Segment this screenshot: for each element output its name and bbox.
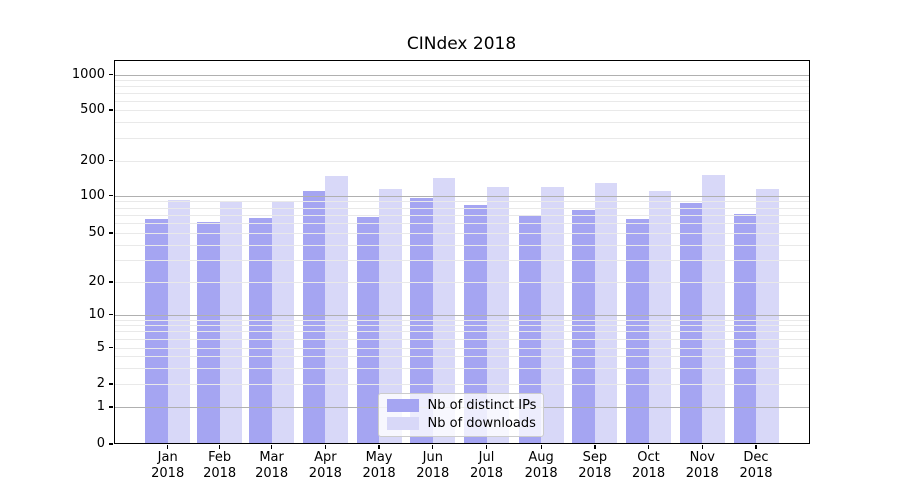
x-tick-mark-sep: [594, 445, 596, 449]
y-tick-mark-10: [109, 313, 113, 316]
x-tick-mark-nov: [701, 445, 703, 449]
x-tick-year: 2018: [203, 465, 237, 481]
y-tick-label-5: 5: [96, 339, 105, 355]
y-tick-label-1: 1: [96, 399, 105, 414]
x-tick-month: Dec: [743, 450, 769, 465]
x-tick-month: Jul: [478, 450, 495, 465]
y-tick-label-100: 100: [80, 187, 105, 203]
legend: Nb of distinct IPs Nb of downloads: [377, 392, 544, 437]
x-tick-year: 2018: [308, 465, 342, 481]
x-tick-month: Jan: [157, 450, 178, 465]
x-tick-month: Mar: [259, 450, 284, 465]
legend-label-downloads: Nb of downloads: [427, 416, 536, 431]
x-tick-mark-jun: [432, 445, 434, 449]
x-tick-label-jun: Jun 2018: [401, 450, 465, 481]
y-tick-mark-5: [109, 346, 113, 349]
x-tick-label-jan: Jan 2018: [136, 450, 200, 481]
x-tick-month: Jun: [422, 450, 443, 465]
x-tick-year: 2018: [632, 465, 666, 481]
x-tick-year: 2018: [416, 465, 450, 481]
x-tick-label-jul: Jul 2018: [455, 450, 519, 481]
x-tick-year: 2018: [739, 465, 773, 481]
plot-area: [113, 60, 810, 444]
x-tick-year: 2018: [685, 465, 719, 481]
x-tick-label-nov: Nov 2018: [670, 450, 734, 481]
y-tick-mark-500: [109, 109, 113, 111]
x-tick-label-mar: Mar 2018: [240, 450, 304, 481]
x-tick-label-dec: Dec 2018: [724, 450, 788, 481]
x-tick-label-may: May 2018: [347, 450, 411, 481]
x-tick-month: Aug: [528, 450, 554, 465]
y-tick-mark-1000: [109, 73, 113, 76]
y-tick-mark-50: [109, 232, 113, 234]
x-tick-label-aug: Aug 2018: [509, 450, 573, 481]
x-tick-month: Feb: [208, 450, 232, 465]
x-tick-label-apr: Apr 2018: [293, 450, 357, 481]
legend-row-downloads: Nb of downloads: [386, 416, 536, 432]
y-tick-label-200: 200: [80, 152, 105, 168]
x-tick-mark-oct: [647, 445, 650, 449]
y-tick-label-0: 0: [96, 436, 105, 451]
x-tick-year: 2018: [578, 465, 612, 481]
y-tick-label-500: 500: [80, 102, 105, 117]
y-tick-label-1000: 1000: [71, 66, 105, 82]
x-tick-year: 2018: [524, 465, 558, 481]
y-tick-mark-100: [109, 195, 113, 197]
x-tick-mark-jul: [485, 445, 488, 449]
x-tick-month: Oct: [637, 450, 660, 465]
legend-swatch-downloads: [386, 417, 419, 430]
y-tick-mark-1: [109, 406, 113, 408]
legend-label-distinct-ips: Nb of distinct IPs: [427, 398, 537, 413]
x-tick-mark-jan: [167, 445, 169, 449]
legend-swatch-distinct-ips: [386, 399, 419, 412]
y-tick-label-50: 50: [88, 225, 105, 240]
y-tick-mark-0: [109, 443, 113, 445]
y-tick-label-2: 2: [96, 376, 105, 391]
x-tick-mark-feb: [219, 445, 221, 449]
x-tick-year: 2018: [151, 465, 185, 481]
chart-title: CINdex 2018: [406, 34, 517, 54]
x-tick-label-oct: Oct 2018: [617, 450, 681, 481]
y-tick-mark-20: [109, 281, 113, 283]
legend-row-distinct-ips: Nb of distinct IPs: [386, 398, 537, 414]
x-tick-month: Nov: [689, 450, 715, 465]
x-tick-month: Apr: [314, 450, 337, 465]
x-tick-mark-may: [378, 445, 380, 449]
x-tick-mark-mar: [271, 445, 273, 449]
x-tick-label-sep: Sep 2018: [563, 450, 627, 481]
x-tick-month: May: [365, 450, 393, 465]
y-tick-label-20: 20: [88, 274, 105, 289]
y-tick-mark-200: [109, 159, 113, 162]
x-tick-mark-dec: [755, 445, 757, 449]
x-tick-label-feb: Feb 2018: [188, 450, 252, 481]
y-tick-label-10: 10: [88, 306, 105, 322]
x-tick-mark-apr: [324, 445, 327, 449]
x-tick-year: 2018: [362, 465, 396, 481]
x-tick-month: Sep: [582, 450, 608, 465]
x-tick-year: 2018: [255, 465, 289, 481]
x-tick-mark-aug: [540, 445, 542, 449]
y-tick-mark-2: [109, 383, 113, 385]
x-tick-year: 2018: [469, 465, 504, 481]
